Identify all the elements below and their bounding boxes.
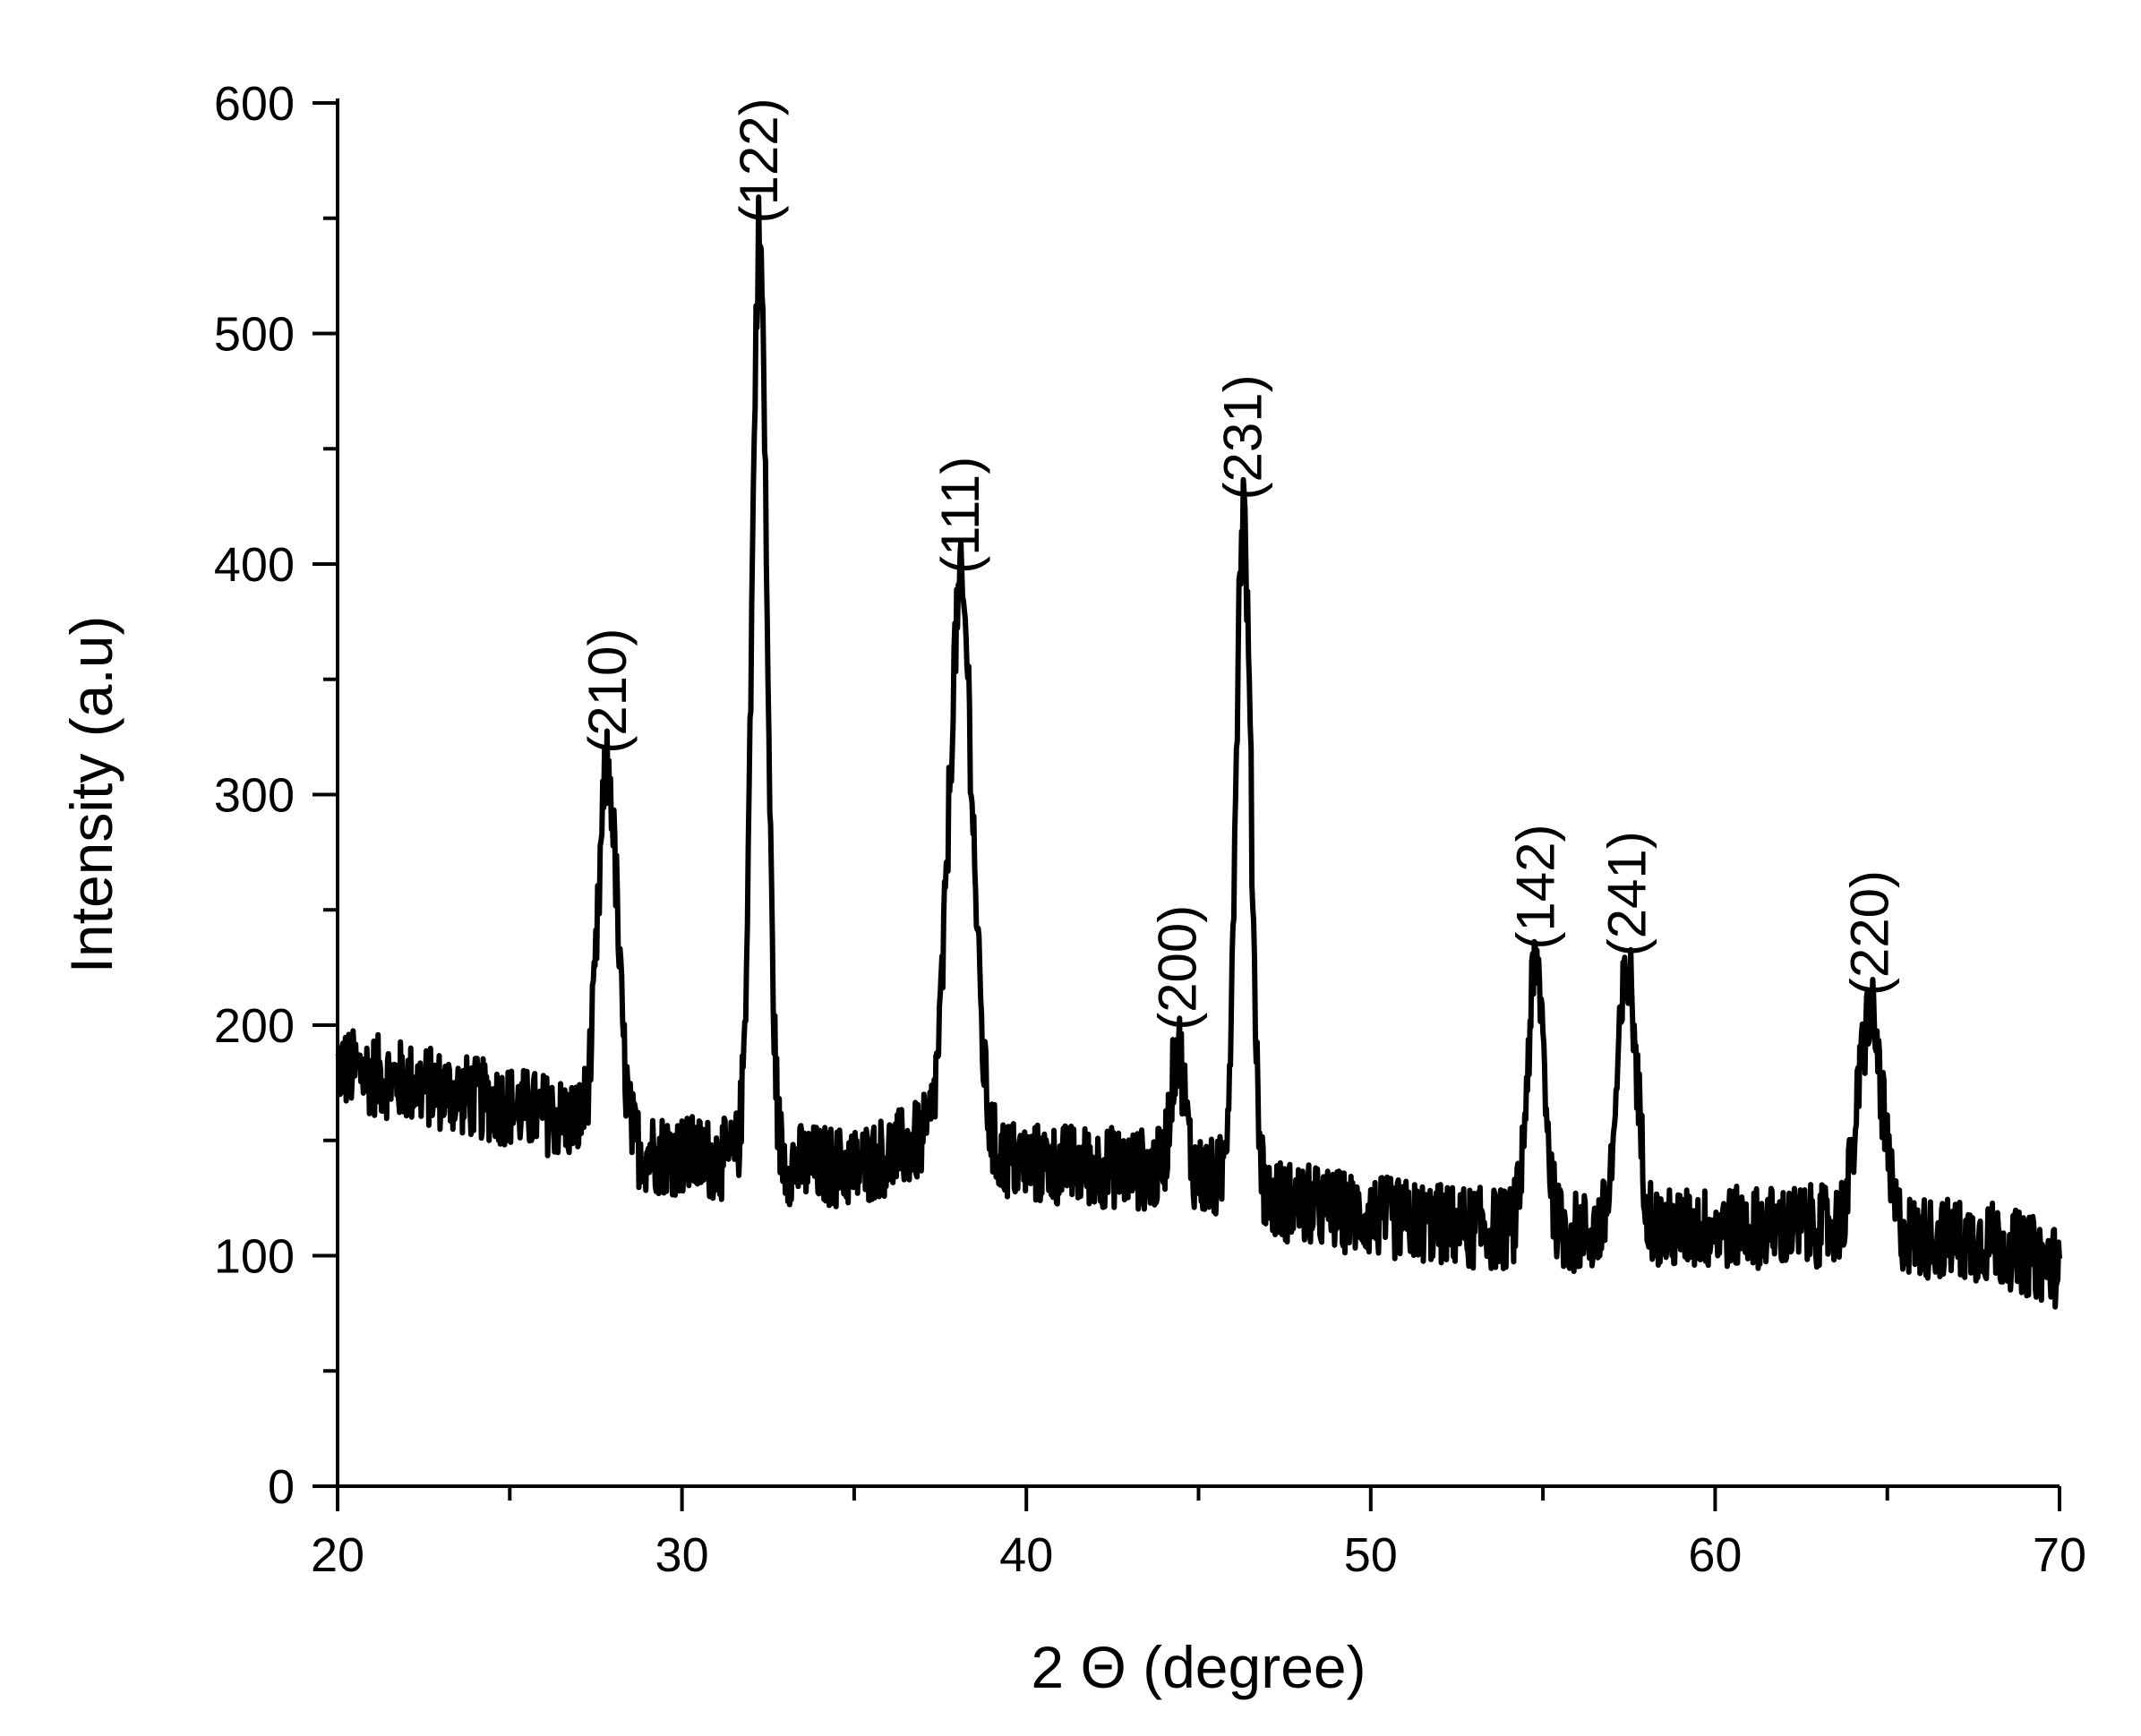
x-tick-label: 40 xyxy=(999,1528,1053,1582)
y-tick-label: 600 xyxy=(214,77,295,131)
y-axis-label: Intensity (a.u) xyxy=(58,616,124,974)
x-axis-label: 2 Θ (degree) xyxy=(1031,1634,1366,1700)
y-tick-label: 400 xyxy=(214,538,295,592)
peak-label: (142) xyxy=(1505,825,1565,950)
peak-label: (122) xyxy=(729,98,789,223)
x-tick-label: 30 xyxy=(655,1528,709,1582)
y-tick-label: 200 xyxy=(214,999,295,1053)
peak-label: (200) xyxy=(1147,905,1207,1030)
peak-label: (111) xyxy=(930,457,990,574)
y-tick-label: 100 xyxy=(214,1230,295,1284)
peak-label: (210) xyxy=(578,629,638,754)
y-tick-label: 500 xyxy=(214,308,295,362)
labels: 0 100 200 300 400 500 600 20 30 40 50 60 70 2 Θ (degr… xyxy=(58,77,2086,1700)
peak-label: (220) xyxy=(1840,870,1900,996)
x-tick-label: 70 xyxy=(2033,1528,2086,1582)
peak-label: (241) xyxy=(1597,831,1657,956)
xrd-series-line xyxy=(335,194,2062,1310)
x-tick-label: 60 xyxy=(1688,1528,1742,1582)
axes xyxy=(313,98,2061,1511)
peak-label: (231) xyxy=(1213,374,1273,500)
y-tick-label: 0 xyxy=(268,1460,295,1514)
plot-area xyxy=(335,194,2062,1310)
x-tick-label: 50 xyxy=(1344,1528,1398,1582)
y-tick-label: 300 xyxy=(214,769,295,823)
x-tick-label: 20 xyxy=(311,1528,364,1582)
